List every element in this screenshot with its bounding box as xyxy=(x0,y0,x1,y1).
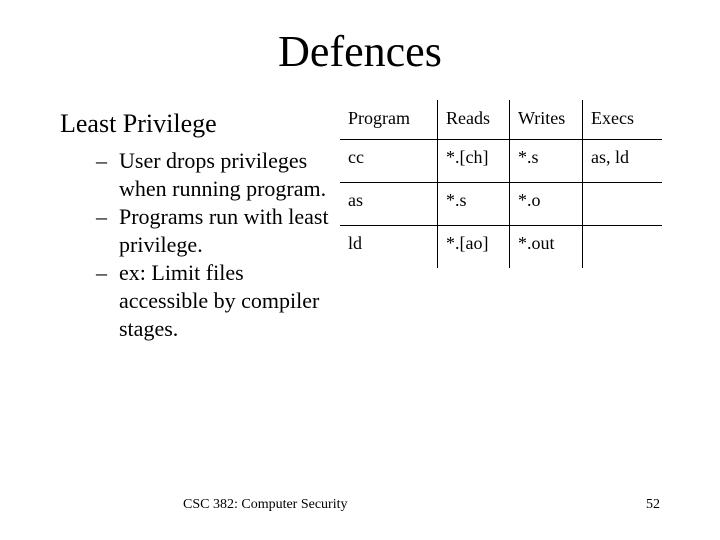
dash-bullet-icon: – xyxy=(96,204,107,229)
table-cell xyxy=(582,225,662,268)
table-cell: as xyxy=(340,182,438,226)
sub-bullet-item: – User drops privileges when running pro… xyxy=(96,147,336,203)
table-row: as *.s *.o xyxy=(340,182,662,226)
header-program: Program xyxy=(340,100,438,140)
table-cell: *.[ch] xyxy=(437,139,510,183)
table-cell: *.o xyxy=(509,182,583,226)
sub-bullet-item: – Programs run with least privilege. xyxy=(96,203,336,259)
table-row: ld *.[ao] *.out xyxy=(340,225,662,268)
table-cell: cc xyxy=(340,139,438,183)
header-execs: Execs xyxy=(582,100,662,140)
dash-bullet-icon: – xyxy=(96,260,107,285)
table-row: cc *.[ch] *.s as, ld xyxy=(340,139,662,183)
slide-title: Defences xyxy=(278,27,442,76)
table-cell: *.[ao] xyxy=(437,225,510,268)
main-bullet: Least Privilege xyxy=(60,109,217,138)
table-cell: *.out xyxy=(509,225,583,268)
footer-course: CSC 382: Computer Security xyxy=(183,497,348,512)
file-access-table: Program Reads Writes Execs cc *.[ch] *.s… xyxy=(340,100,662,268)
table-cell: *.s xyxy=(437,182,510,226)
page-number: 52 xyxy=(646,497,660,512)
table-cell xyxy=(582,182,662,226)
table-cell: ld xyxy=(340,225,438,268)
sub-bullet-text: ex: Limit files accessible by compiler s… xyxy=(119,260,320,341)
sub-bullet-item: – ex: Limit files accessible by compiler… xyxy=(96,259,336,343)
header-writes: Writes xyxy=(509,100,583,140)
dash-bullet-icon: – xyxy=(96,148,107,173)
table-cell: *.s xyxy=(509,139,583,183)
sub-bullet-text: User drops privileges when running progr… xyxy=(119,148,327,201)
sub-bullet-text: Programs run with least privilege. xyxy=(119,204,329,257)
table-cell: as, ld xyxy=(582,139,662,183)
header-reads: Reads xyxy=(437,100,510,140)
sub-bullet-list: – User drops privileges when running pro… xyxy=(96,147,336,343)
table-header-row: Program Reads Writes Execs xyxy=(340,100,662,140)
